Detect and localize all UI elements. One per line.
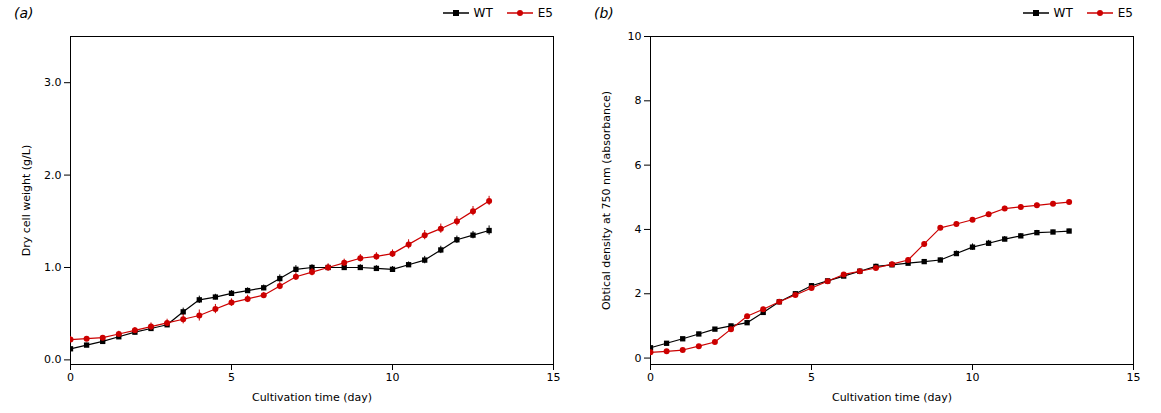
svg-text:15: 15 [1127, 371, 1141, 384]
svg-text:2.0: 2.0 [44, 169, 62, 182]
html-text:(a): (a) [14, 5, 34, 21]
svg-text:Cultivation time (day): Cultivation time (day) [832, 391, 952, 404]
svg-text:10: 10 [386, 371, 400, 384]
svg-text:Obtical density at 750 nm (abs: Obtical density at 750 nm (absorbance) [600, 91, 613, 310]
svg-text:0: 0 [647, 371, 654, 384]
svg-text:6: 6 [635, 159, 642, 172]
svg-text:5: 5 [808, 371, 815, 384]
svg-text:0: 0 [67, 371, 74, 384]
svg-text:10: 10 [628, 30, 642, 43]
svg-text:5: 5 [228, 371, 235, 384]
svg-text:4: 4 [635, 223, 642, 236]
html-text:WT: WT [473, 6, 493, 20]
svg-text:0.0: 0.0 [44, 353, 62, 366]
html-text:E5: E5 [1117, 6, 1133, 20]
svg-text:0: 0 [635, 352, 642, 365]
html-text:WT: WT [1053, 6, 1073, 20]
svg-text:3.0: 3.0 [44, 76, 62, 89]
svg-text:1.0: 1.0 [44, 261, 62, 274]
svg-text:Cultivation time (day): Cultivation time (day) [252, 391, 372, 404]
svg-text:2: 2 [635, 287, 642, 300]
svg-text:10: 10 [966, 371, 980, 384]
html-text:(b): (b) [594, 5, 614, 21]
svg-text:8: 8 [635, 94, 642, 107]
svg-text:Dry cell weight (g/L): Dry cell weight (g/L) [20, 145, 33, 256]
html-text:E5: E5 [537, 6, 553, 20]
svg-text:15: 15 [547, 371, 561, 384]
